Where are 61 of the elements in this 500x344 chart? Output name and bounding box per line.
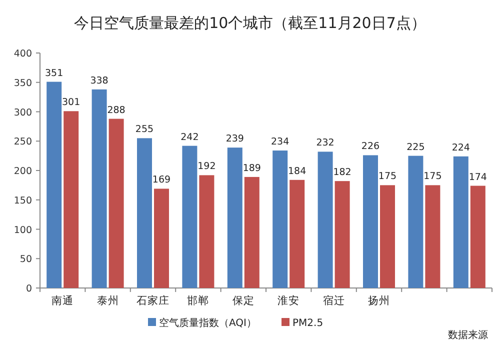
bar — [154, 188, 169, 288]
legend-label: 空气质量指数（AQI） — [159, 317, 256, 329]
bar — [64, 111, 79, 288]
data-label: 225 — [406, 142, 425, 153]
data-label: 226 — [361, 141, 380, 152]
bar — [182, 146, 198, 288]
x-tick-label: 保定 — [232, 294, 254, 307]
data-label: 175 — [378, 171, 397, 182]
data-label: 175 — [424, 171, 442, 182]
bar — [108, 118, 124, 288]
y-tick-label: 100 — [14, 224, 32, 236]
data-label: 192 — [198, 161, 216, 172]
bar — [272, 150, 288, 288]
data-label: 255 — [135, 124, 154, 136]
bar — [244, 176, 260, 288]
data-label: 184 — [288, 166, 306, 177]
y-tick-label: 150 — [14, 195, 32, 206]
x-tick-label: 淮安 — [278, 294, 300, 307]
data-label: 182 — [333, 167, 352, 178]
bar — [92, 89, 107, 288]
y-tick-label: 50 — [20, 254, 32, 266]
data-label: 189 — [242, 162, 261, 174]
bar — [425, 185, 440, 288]
chart-title: 今日空气质量最差的10个城市（截至11月20日7点） — [74, 14, 426, 32]
data-label: 174 — [468, 172, 487, 183]
x-tick-label: 南通 — [52, 294, 74, 307]
y-tick-label: 350 — [14, 78, 32, 89]
bar — [363, 155, 378, 288]
y-tick-label: 200 — [14, 166, 32, 177]
bar — [46, 82, 62, 288]
bar — [470, 186, 486, 288]
bar — [453, 156, 468, 288]
data-label: 169 — [152, 174, 171, 186]
x-tick-label: 泰州 — [96, 294, 119, 307]
data-label: 232 — [316, 138, 334, 149]
data-label: 301 — [62, 97, 80, 108]
x-tick-label: 扬州 — [368, 294, 390, 307]
bar — [199, 175, 214, 288]
data-label: 234 — [271, 136, 290, 148]
text: 数据来源 — [448, 329, 488, 341]
bar — [318, 152, 333, 288]
bar — [334, 181, 350, 288]
bar — [380, 185, 395, 288]
data-label: 288 — [107, 104, 126, 116]
bar — [408, 156, 424, 288]
bar — [137, 138, 152, 288]
y-tick-label: 0 — [26, 284, 32, 294]
y-tick-label: 400 — [14, 48, 32, 60]
x-tick-label: 石家庄 — [136, 294, 170, 307]
data-label: 224 — [452, 142, 470, 154]
y-tick-label: 300 — [14, 107, 32, 118]
y-tick-label: 250 — [14, 136, 32, 148]
legend-label: PM2.5 — [292, 318, 324, 329]
x-tick-label: 宿迁 — [322, 294, 345, 307]
data-label: 239 — [226, 134, 244, 145]
data-label: 351 — [45, 68, 64, 79]
bar — [290, 180, 305, 288]
data-label: 338 — [90, 75, 108, 86]
bar — [227, 148, 242, 288]
x-tick-label: 邯郸 — [187, 294, 210, 307]
data-label: 242 — [180, 132, 199, 143]
